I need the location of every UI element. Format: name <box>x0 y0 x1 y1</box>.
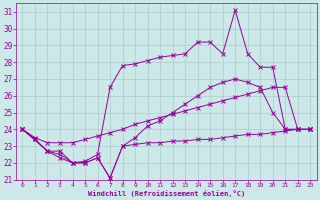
X-axis label: Windchill (Refroidissement éolien,°C): Windchill (Refroidissement éolien,°C) <box>88 190 245 197</box>
